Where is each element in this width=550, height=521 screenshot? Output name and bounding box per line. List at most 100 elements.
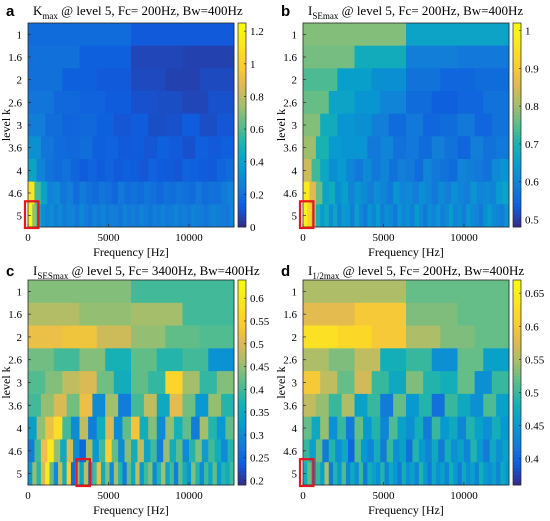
heatmap-cell <box>53 91 80 115</box>
colorbar-segment <box>238 280 246 284</box>
heatmap-cell <box>79 348 106 372</box>
colorbar-tick-label: 0.6 <box>525 321 539 333</box>
x-tick-label: 10000 <box>450 490 478 502</box>
heatmap-cell <box>156 393 171 418</box>
x-tick-label: 0 <box>300 490 306 502</box>
y-tick-label: 4 <box>17 165 23 177</box>
heatmap-cell <box>137 181 145 205</box>
heatmap-cell <box>165 462 171 486</box>
heatmap-cell <box>427 462 433 486</box>
panel-label: d <box>281 263 290 280</box>
colorbar-segment <box>513 280 521 284</box>
heatmap-cell <box>354 159 364 183</box>
y-tick-label: 2.6 <box>8 97 22 109</box>
heatmap-cell <box>371 68 407 92</box>
colorbar-tick-label: 0.65 <box>525 288 545 300</box>
heatmap-cell <box>337 416 347 440</box>
heatmap-cell <box>199 325 235 349</box>
heatmap-cell <box>221 136 235 160</box>
heatmap-cell <box>62 204 68 228</box>
heatmap-cell <box>98 439 106 463</box>
heatmap-cell <box>440 159 450 183</box>
heatmap-cell <box>457 462 463 486</box>
title-subscript: max <box>42 11 58 21</box>
title-rest: @ level 5, Fc= 200Hz, Bw=400Hz <box>339 263 524 278</box>
y-tick-label: 4.6 <box>8 188 22 200</box>
heatmap-cell <box>320 204 325 228</box>
colorbar-segment <box>513 77 521 82</box>
y-tick-label: 1.6 <box>8 309 22 321</box>
colorbar-tick-label: 1.2 <box>250 26 264 38</box>
heatmap-cell <box>414 462 420 486</box>
heatmap-cell <box>66 136 80 160</box>
heatmap-cell <box>227 181 235 205</box>
colorbar-segment <box>238 464 246 469</box>
colorbar-segment <box>513 399 521 404</box>
heatmap-cell <box>328 136 343 160</box>
colorbar-segment <box>513 467 521 472</box>
colorbar-segment <box>238 206 246 211</box>
heatmap-cell <box>303 68 338 92</box>
colorbar-segment <box>513 344 521 349</box>
heatmap-cell <box>431 416 441 440</box>
colorbar-tick-label: 0.6 <box>250 124 264 136</box>
panel-title: Kmax @ level 5, Fc= 200Hz, Bw=400Hz <box>33 3 243 21</box>
colorbar-segment <box>238 430 246 435</box>
heatmap-cell <box>92 181 100 205</box>
heatmap-cell <box>229 204 235 228</box>
heatmap-cell <box>466 159 476 183</box>
heatmap-cell <box>62 159 72 183</box>
colorbar-segment <box>513 293 521 298</box>
heatmap-cell <box>131 302 183 326</box>
panel-label: b <box>281 3 290 20</box>
colorbar-segment <box>238 348 246 353</box>
heatmap-cell <box>156 204 162 228</box>
heatmap-cell <box>328 181 336 205</box>
heatmap-cell <box>73 439 80 463</box>
heatmap-cell <box>182 136 196 160</box>
colorbar-segment <box>238 403 246 407</box>
colorbar-segment <box>513 464 521 469</box>
colorbar-segment <box>238 186 246 190</box>
heatmap-cell <box>303 23 407 47</box>
heatmap-cell <box>199 113 218 137</box>
heatmap-cell <box>380 462 385 486</box>
title-main: I <box>308 263 312 278</box>
colorbar-segment <box>513 213 521 218</box>
heatmap-cell <box>438 181 446 205</box>
heatmap-cell <box>367 204 373 228</box>
heatmap-cell <box>131 91 158 115</box>
heatmap-cell <box>131 113 149 137</box>
heatmap-cell <box>186 204 192 228</box>
heatmap-cell <box>425 439 433 463</box>
colorbar-tick-label: 0.4 <box>250 157 264 169</box>
heatmap-cell <box>191 204 196 228</box>
heatmap-cell <box>431 348 458 372</box>
heatmap-cell <box>148 462 153 486</box>
heatmap-cell <box>53 204 59 228</box>
heatmap-cell <box>311 159 321 183</box>
y-tick-label: 1 <box>292 286 298 298</box>
colorbar-tick-label: 0.8 <box>250 91 264 103</box>
colorbar-tick-label: 0.35 <box>250 407 270 419</box>
colorbar-segment <box>513 63 521 68</box>
heatmap-cell <box>131 393 145 418</box>
heatmap-cell <box>79 45 132 69</box>
colorbar-segment <box>513 368 521 373</box>
colorbar-segment <box>513 481 521 486</box>
colorbar-tick-label: 0.5 <box>525 214 539 226</box>
colorbar-segment <box>513 29 521 34</box>
heatmap-cell <box>386 181 394 205</box>
heatmap-cell <box>303 181 310 205</box>
heatmap-cell <box>229 462 235 486</box>
heatmap-cell <box>380 348 407 372</box>
heatmap-cell <box>320 462 325 486</box>
title-main: I <box>33 263 37 278</box>
heatmap-cell <box>418 462 424 486</box>
heatmap-cell <box>208 416 218 440</box>
heatmap-cell <box>152 204 158 228</box>
heatmap-cell <box>500 416 510 440</box>
heatmap-cell <box>139 204 145 228</box>
colorbar-segment <box>513 193 521 197</box>
